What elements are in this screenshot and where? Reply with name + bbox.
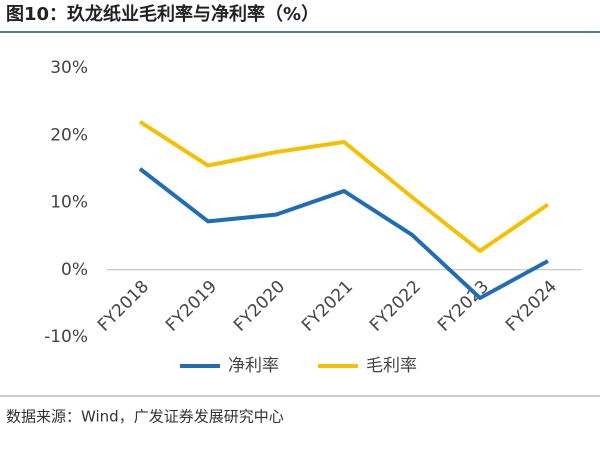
x-tick-label: FY2022 <box>366 277 425 336</box>
chart-title: 图10：玖龙纸业毛利率与净利率（%） <box>6 3 319 25</box>
source: 数据来源：Wind，广发证券发展研究中心 <box>6 408 284 426</box>
x-tick-label: FY2019 <box>162 277 221 336</box>
line-series <box>138 167 549 300</box>
line-series <box>138 120 550 253</box>
y-tick-label: 20% <box>50 125 88 145</box>
x-tick-label: FY2018 <box>94 277 153 336</box>
x-tick-label: FY2021 <box>298 277 357 336</box>
y-tick-label: 0% <box>61 260 88 280</box>
y-tick-label: -10% <box>44 327 88 347</box>
x-tick-label: FY2024 <box>502 277 561 336</box>
y-tick-label: 30% <box>50 58 88 78</box>
x-tick-label: FY2020 <box>230 277 289 336</box>
legend-label: 毛利率 <box>366 356 417 376</box>
y-tick-label: 10% <box>50 193 88 213</box>
x-tick-label: FY2023 <box>434 277 493 336</box>
legend-label: 净利率 <box>228 356 279 376</box>
